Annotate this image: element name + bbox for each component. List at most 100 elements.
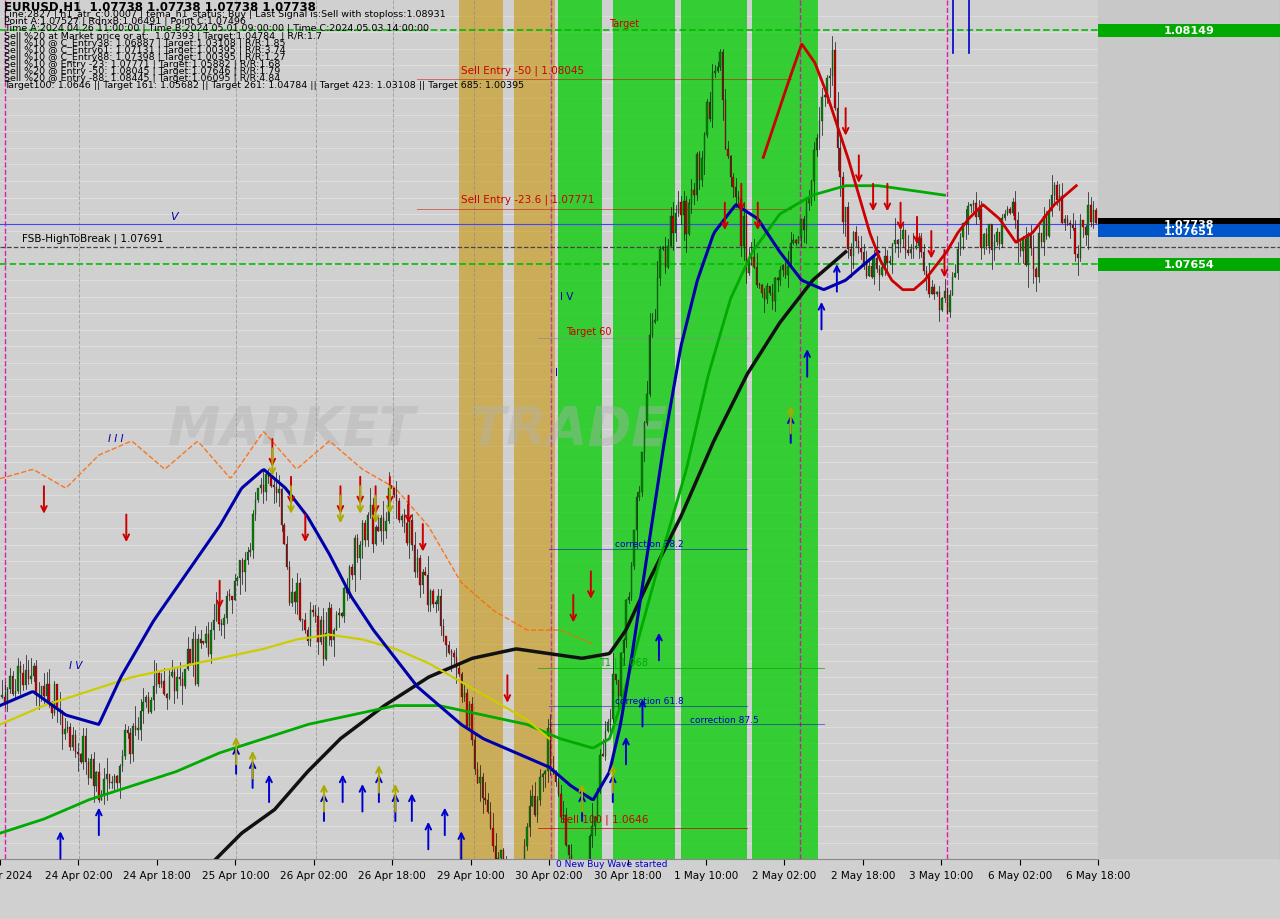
- Bar: [719, 52, 721, 67]
- Bar: [887, 256, 888, 264]
- Bar: [116, 777, 118, 783]
- Bar: [920, 239, 922, 253]
- Bar: [9, 676, 10, 689]
- Bar: [150, 700, 152, 712]
- Bar: [320, 621, 321, 642]
- Bar: [252, 515, 253, 550]
- Bar: [1056, 186, 1057, 200]
- Bar: [310, 611, 311, 641]
- Bar: [902, 231, 904, 240]
- Bar: [365, 524, 366, 540]
- Bar: [878, 270, 881, 276]
- Bar: [589, 836, 590, 877]
- Bar: [270, 478, 271, 487]
- Bar: [96, 772, 97, 787]
- Bar: [500, 850, 502, 857]
- Bar: [865, 264, 867, 277]
- Bar: [680, 203, 682, 216]
- Bar: [484, 798, 486, 800]
- Bar: [767, 287, 768, 300]
- Bar: [1096, 210, 1097, 223]
- Bar: [317, 617, 319, 642]
- Bar: [14, 691, 15, 694]
- Bar: [152, 686, 155, 700]
- Bar: [581, 905, 582, 919]
- Bar: [330, 608, 332, 641]
- Bar: [980, 210, 982, 249]
- Bar: [1071, 225, 1073, 228]
- Bar: [808, 198, 809, 204]
- Bar: [292, 592, 293, 603]
- Bar: [396, 495, 397, 502]
- Bar: [265, 475, 266, 493]
- Bar: [832, 51, 833, 77]
- Bar: [474, 741, 475, 769]
- Bar: [689, 204, 690, 234]
- Bar: [609, 719, 611, 722]
- Bar: [273, 486, 274, 488]
- Bar: [712, 74, 713, 120]
- Bar: [822, 98, 823, 122]
- Bar: [177, 677, 178, 691]
- Bar: [975, 203, 977, 218]
- Bar: [644, 424, 645, 453]
- Bar: [1023, 240, 1024, 252]
- Bar: [260, 485, 261, 489]
- Bar: [646, 394, 648, 424]
- Bar: [134, 726, 136, 731]
- Bar: [986, 234, 987, 247]
- Bar: [280, 489, 283, 526]
- Bar: [1030, 234, 1032, 249]
- Text: Sell Entry -50 | 1.08045: Sell Entry -50 | 1.08045: [461, 65, 585, 75]
- Bar: [59, 709, 60, 711]
- Text: I I I: I I I: [108, 434, 123, 444]
- Bar: [362, 524, 364, 545]
- Bar: [461, 675, 462, 697]
- Bar: [375, 528, 376, 545]
- Bar: [498, 857, 499, 862]
- Bar: [941, 299, 943, 311]
- Bar: [623, 641, 625, 652]
- Bar: [1074, 228, 1076, 255]
- Bar: [943, 291, 946, 299]
- Bar: [529, 806, 530, 827]
- Bar: [91, 759, 92, 777]
- Bar: [707, 103, 708, 136]
- Bar: [445, 637, 447, 645]
- Text: 0 New Buy Wave started: 0 New Buy Wave started: [556, 859, 667, 868]
- Bar: [1006, 210, 1007, 215]
- Bar: [918, 239, 919, 247]
- Bar: [490, 812, 492, 828]
- Bar: [699, 155, 700, 181]
- Bar: [991, 225, 992, 251]
- Bar: [294, 592, 296, 602]
- Bar: [435, 603, 436, 605]
- Bar: [742, 217, 745, 246]
- Bar: [210, 630, 211, 654]
- Bar: [137, 729, 138, 731]
- Bar: [534, 796, 535, 815]
- Bar: [250, 550, 251, 552]
- Bar: [513, 890, 515, 914]
- Bar: [890, 261, 891, 264]
- Bar: [111, 782, 113, 784]
- Bar: [895, 241, 896, 244]
- Bar: [863, 253, 864, 264]
- Bar: [488, 800, 489, 812]
- Bar: [1098, 225, 1280, 238]
- Text: Target 60: Target 60: [566, 327, 611, 336]
- Bar: [850, 250, 851, 256]
- Bar: [925, 272, 927, 277]
- Bar: [1091, 206, 1092, 223]
- Bar: [77, 752, 78, 754]
- Bar: [1046, 217, 1047, 236]
- Bar: [169, 676, 170, 698]
- Bar: [323, 621, 324, 660]
- Bar: [596, 790, 598, 817]
- Bar: [1048, 211, 1050, 236]
- Bar: [104, 778, 105, 795]
- Bar: [568, 845, 570, 855]
- Bar: [430, 591, 431, 606]
- Bar: [278, 489, 279, 494]
- Bar: [237, 579, 238, 581]
